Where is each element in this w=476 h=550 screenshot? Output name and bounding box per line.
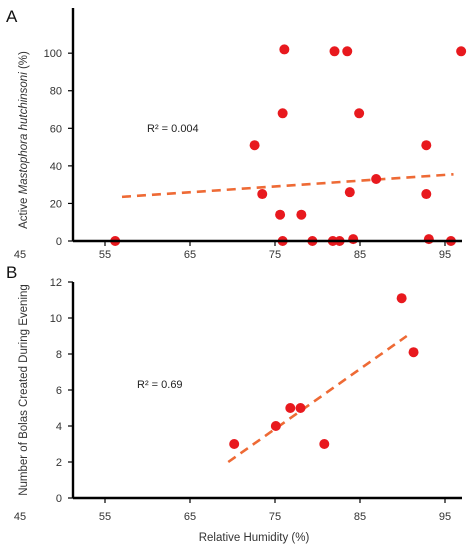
panel-b-y-tick-label: 2: [56, 457, 62, 469]
panel-a-y-tick-label: 20: [50, 198, 62, 210]
panel-a-data-point: [371, 174, 382, 185]
panel-b-r2-annotation: R² = 0.69: [137, 379, 183, 391]
panel-b-trendline: [227, 334, 408, 464]
panel-b-x-tick-label: 45: [14, 511, 26, 523]
panel-a-trendline: [121, 173, 454, 199]
panel-b-x-tick-label: 95: [439, 511, 451, 523]
panel-b-x-tick-label: 85: [354, 511, 366, 523]
panel-b-y-axis-label: Number of Bolas Created During Evening: [18, 284, 30, 496]
panel-a-y-tick-label: 0: [56, 236, 62, 248]
panel-a-x-tick-label: 75: [269, 249, 281, 261]
panel-a-data-point: [421, 140, 432, 151]
panel-b-y-tick-label: 12: [50, 277, 62, 289]
panel-a: A Active Mastophora hutchinsoni (%) R² =…: [6, 7, 467, 261]
panel-a-data-point: [275, 209, 286, 220]
panel-b-y-tick-label: 6: [56, 385, 62, 397]
panel-b-data-point: [285, 403, 296, 413]
panel-a-data-point: [348, 234, 359, 245]
panel-a-y-tick-label: 40: [50, 161, 62, 173]
panel-b-trendline-layer: [227, 334, 408, 464]
panel-a-letter: A: [6, 7, 18, 26]
panel-a-data-point: [257, 189, 268, 200]
panel-b-data-point: [396, 293, 407, 304]
panel-b-x-axis-label: Relative Humidity (%): [199, 532, 310, 544]
panel-a-y-tick-label: 60: [50, 123, 62, 135]
panel-a-data-point: [456, 46, 467, 57]
panel-a-ticks: 0 20 40 60 80 100 45 55 65 75 85 95: [14, 48, 451, 261]
panel-b-data-point: [229, 439, 240, 449]
panel-b-y-tick-label: 8: [56, 349, 62, 361]
panel-a-data-point: [329, 46, 340, 57]
panel-a-data-point: [423, 234, 434, 245]
panel-a-data-point: [342, 46, 353, 57]
panel-b-data-point: [408, 347, 419, 358]
panel-a-points: [110, 44, 467, 246]
panel-a-r2-annotation: R² = 0.004: [147, 123, 199, 135]
panel-a-x-tick-label: 85: [354, 249, 366, 261]
panel-b-x-tick-label: 65: [184, 511, 196, 523]
panel-a-y-axis-label: Active Mastophora hutchinsoni (%): [18, 51, 30, 229]
panel-b: B Number of Bolas Created During Evening…: [6, 263, 462, 544]
panel-a-x-tick-label: 45: [14, 249, 26, 261]
panel-b-y-tick-label: 4: [56, 421, 62, 433]
panel-b-y-tick-label: 10: [50, 313, 62, 325]
panel-b-data-point: [319, 439, 330, 449]
panel-a-x-tick-label: 65: [184, 249, 196, 261]
panel-a-data-point: [249, 140, 260, 151]
panel-a-trendline-layer: [121, 173, 454, 199]
panel-a-y-tick-label: 100: [44, 48, 62, 60]
panel-a-y-tick-label: 80: [50, 86, 62, 98]
panel-b-ticks: 0 2 4 6 8 10 12 45 55 65 75 85 95: [14, 277, 451, 523]
panel-a-x-tick-label: 55: [99, 249, 111, 261]
panel-a-data-point: [296, 209, 307, 220]
panel-b-data-point: [295, 403, 306, 413]
panel-a-data-point: [277, 108, 288, 119]
panel-b-y-tick-label: 0: [56, 493, 62, 505]
panel-b-points: [229, 293, 419, 449]
panel-a-data-point: [344, 187, 355, 198]
panel-a-data-point: [354, 108, 365, 119]
panel-b-data-point: [270, 421, 281, 431]
panel-a-x-tick-label: 95: [439, 249, 451, 261]
panel-a-data-point: [421, 189, 432, 200]
panel-b-x-tick-label: 55: [99, 511, 111, 523]
panel-b-x-tick-label: 75: [269, 511, 281, 523]
panel-b-letter: B: [6, 263, 17, 282]
panel-a-data-point: [279, 44, 290, 55]
